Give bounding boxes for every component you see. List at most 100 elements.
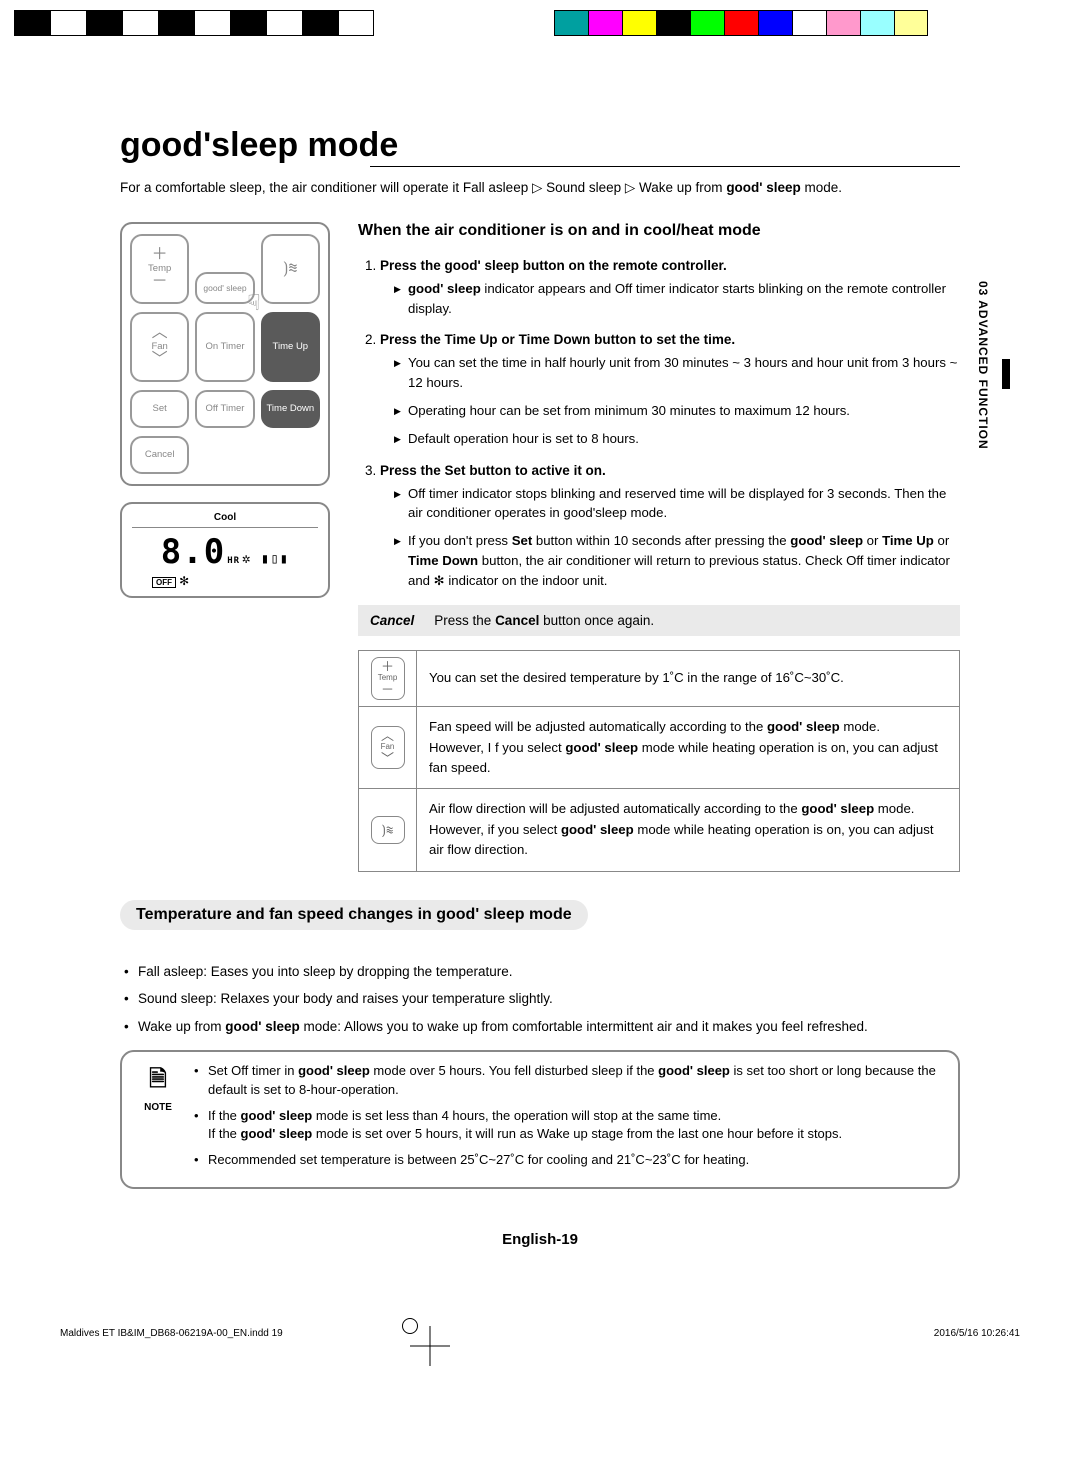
t: button once again. — [539, 613, 654, 628]
phase-item: Sound sleep: Relaxes your body and raise… — [120, 989, 960, 1009]
note-icon: 🗎 NOTE — [136, 1062, 180, 1177]
remote-temp-button: ＋ Temp － — [130, 234, 189, 304]
t: button within 10 seconds after pressing … — [532, 533, 790, 548]
remote-off-timer-button: Off Timer — [195, 390, 254, 428]
phase-list: Fall asleep: Eases you into sleep by dro… — [120, 962, 960, 1037]
display-hr-label: HR — [227, 556, 240, 566]
good-sleep-term: good' sleep — [726, 180, 800, 195]
t: Press the — [380, 258, 445, 273]
step-3-title: Press the Set button to active it on. — [380, 463, 960, 478]
controls-table: ＋Temp－ You can set the desired temperatu… — [358, 650, 960, 872]
step-1-item: good' sleep indicator appears and Off ti… — [394, 279, 960, 319]
t: mode. — [874, 801, 914, 816]
t: mode over 5 hours. You fell disturbed sl… — [370, 1063, 658, 1078]
step-3: Press the Set button to active it on. Of… — [380, 463, 960, 591]
display-mode: Cool — [132, 512, 318, 528]
t: Press the — [434, 613, 495, 628]
print-date: 2016/5/16 10:26:41 — [934, 1328, 1020, 1339]
t: Air flow direction will be adjusted auto… — [429, 801, 801, 816]
good-sleep-term: good' sleep — [436, 906, 524, 923]
title-rule — [370, 166, 960, 167]
remote-time-down-label: Time Down — [266, 403, 314, 414]
print-footer: Maldives ET IB&IM_DB68-06219A-00_EN.indd… — [0, 1328, 1080, 1353]
temp-mini-icon: ＋Temp－ — [371, 657, 405, 700]
remote-off-timer-label: Off Timer — [206, 403, 245, 414]
step-2: Press the Time Up or Time Down button to… — [380, 332, 960, 448]
display-icons: OFF ✻ — [132, 574, 318, 588]
step-1-title: Press the good' sleep button on the remo… — [380, 258, 960, 273]
t: or — [934, 533, 949, 548]
t: However, I f you select — [429, 740, 565, 755]
remote-on-timer-button: On Timer — [195, 312, 254, 382]
t: However, if you select — [429, 822, 561, 837]
good-sleep-term: good' sleep — [658, 1063, 730, 1078]
note-glyph-icon: 🗎 — [136, 1062, 180, 1100]
t: indicator appears and Off timer indicato… — [408, 281, 946, 316]
good-sleep-term: good' sleep — [790, 533, 863, 548]
remote-swing-button: ⟯≋ — [261, 234, 320, 304]
t: If the — [208, 1126, 241, 1141]
remote-time-up-button: Time Up — [261, 312, 320, 382]
t: Set — [512, 533, 533, 548]
t: mode is set less than 4 hours, the opera… — [312, 1108, 721, 1123]
step-2-title: Press the Time Up or Time Down button to… — [380, 332, 960, 347]
section-tab: 03 ADVANCED FUNCTION — [974, 281, 992, 641]
phase-item: Wake up from good' sleep mode: Allows yo… — [120, 1017, 960, 1037]
intro-post: mode. — [801, 180, 842, 195]
intro-text: For a comfortable sleep, the air conditi… — [120, 179, 960, 198]
remote-diagram: ＋ Temp － ⟯≋ ︿ Fan ﹀ good' sleep ☟ On Tim… — [120, 222, 330, 486]
remote-set-label: Set — [153, 403, 167, 414]
page-number: English-19 — [120, 1231, 960, 1248]
good-sleep-term: good' sleep — [298, 1063, 370, 1078]
fan-desc: Fan speed will be adjusted automatically… — [417, 707, 960, 789]
section-heading-2: Temperature and fan speed changes in goo… — [120, 900, 588, 930]
steps-list: Press the good' sleep button on the remo… — [358, 258, 960, 591]
step-2-item: Operating hour can be set from minimum 3… — [394, 401, 960, 421]
display-off-badge: OFF — [152, 577, 176, 588]
t: or — [863, 533, 882, 548]
t: Fan speed will be adjusted automatically… — [429, 719, 767, 734]
display-time-value: 8.0 — [161, 532, 225, 572]
t: Wake up from — [138, 1019, 225, 1034]
swing-icon-cell: ⟯≋ — [359, 789, 417, 871]
step-1: Press the good' sleep button on the remo… — [380, 258, 960, 319]
step-2-item: Default operation hour is set to 8 hours… — [394, 429, 960, 449]
display-digits: 8.0 HR ✲ ▮▯▮ — [132, 532, 318, 572]
t: mode is set over 5 hours, it will run as… — [312, 1126, 842, 1141]
t: Time Down — [408, 553, 478, 568]
t: Temperature and fan speed changes in — [136, 906, 436, 923]
remote-good-sleep-button: good' sleep ☟ — [195, 272, 254, 304]
remote-on-timer-label: On Timer — [205, 341, 244, 352]
printer-color-bars — [14, 10, 1066, 36]
phase-item: Fall asleep: Eases you into sleep by dro… — [120, 962, 960, 982]
remote-time-up-label: Time Up — [273, 341, 309, 352]
t: mode — [525, 906, 572, 923]
remote-time-down-button: Time Down — [261, 390, 320, 428]
note-item: If the good' sleep mode is set less than… — [194, 1107, 944, 1143]
remote-display: Cool 8.0 HR ✲ ▮▯▮ OFF ✻ — [120, 502, 330, 598]
note-box: 🗎 NOTE Set Off timer in good' sleep mode… — [120, 1050, 960, 1189]
t: mode: Allows you to wake up from comfort… — [300, 1019, 868, 1034]
t: Set Off timer in — [208, 1063, 298, 1078]
temp-icon-cell: ＋Temp－ — [359, 650, 417, 706]
swing-desc: Air flow direction will be adjusted auto… — [417, 789, 960, 871]
page-title: good'sleep mode — [120, 126, 960, 165]
remote-set-button: Set — [130, 390, 189, 428]
remote-good-sleep-label: good' sleep — [203, 283, 246, 293]
good-sleep-term: good' sleep — [241, 1108, 313, 1123]
remote-cancel-label: Cancel — [145, 449, 175, 460]
note-label: NOTE — [144, 1102, 172, 1113]
page: 03 ADVANCED FUNCTION good'sleep mode For… — [0, 36, 1080, 1298]
cancel-text: Press the Cancel button once again. — [434, 613, 654, 628]
good-sleep-term: good' sleep — [241, 1126, 313, 1141]
good-sleep-term: good' sleep — [767, 719, 840, 734]
step-2-item: You can set the time in half hourly unit… — [394, 353, 960, 393]
table-row: ⟯≋ Air flow direction will be adjusted a… — [359, 789, 960, 871]
remote-cancel-button: Cancel — [130, 436, 189, 474]
note-item: Set Off timer in good' sleep mode over 5… — [194, 1062, 944, 1098]
remote-fan-button: ︿ Fan ﹀ — [130, 312, 189, 382]
t: If you don't press — [408, 533, 512, 548]
good-sleep-term: good' sleep — [565, 740, 638, 755]
t: Time Up — [882, 533, 934, 548]
t: button on the remote controller. — [519, 258, 727, 273]
